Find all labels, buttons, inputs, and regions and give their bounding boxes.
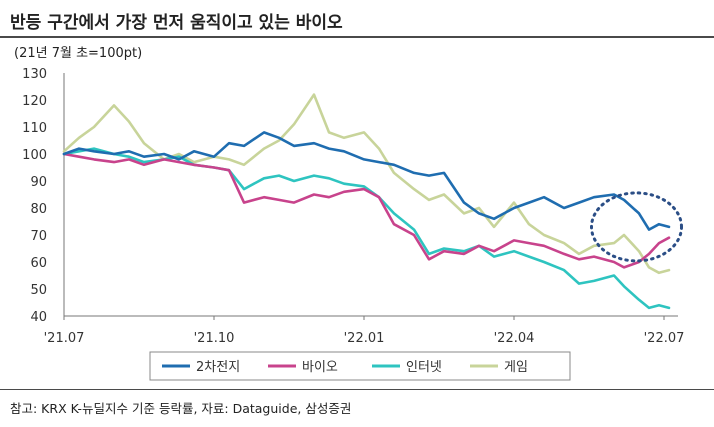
y-tick-label: 120 [22, 94, 47, 109]
series-line-3 [62, 93, 671, 275]
bottom-rule [0, 389, 714, 390]
y-tick-label: 90 [30, 175, 47, 190]
y-tick-label: 50 [30, 283, 47, 298]
highlight-circle [590, 191, 683, 263]
x-tick-label: '22.01 [344, 331, 385, 346]
x-tick-label: '21.10 [194, 331, 235, 346]
x-tick-label: '22.04 [494, 331, 535, 346]
y-tick-label: 110 [22, 121, 47, 136]
legend-label-1: 바이오 [302, 360, 338, 375]
legend-label-0: 2차전지 [196, 360, 240, 375]
series-line-1 [62, 152, 671, 269]
y-tick-label: 60 [30, 256, 47, 271]
line-chart: 40 50 60 70 80 90 100 110 120 130 '21.07 '21.10 '22.… [22, 67, 684, 381]
source-note: 참고: KRX K-뉴딜지수 기준 등락률, 자료: Dataguide, 삼성… [10, 401, 352, 416]
x-tick-label: '22.07 [644, 331, 685, 346]
y-tick-label: 130 [22, 67, 47, 82]
series-line-0 [62, 131, 671, 231]
y-tick-label: 40 [30, 310, 47, 325]
chart-annotation [590, 191, 683, 263]
x-tick-label: '21.07 [44, 331, 85, 346]
legend-label-3: 게임 [504, 360, 528, 375]
unit-label: (21년 7월 초=100pt) [14, 46, 143, 61]
chart-series [62, 93, 671, 310]
chart-axes: 40 50 60 70 80 90 100 110 120 130 '21.07 '21.10 '22.… [22, 67, 684, 346]
top-rule [0, 36, 714, 38]
y-tick-label: 80 [30, 202, 47, 217]
series-line-2 [62, 147, 671, 310]
chart-title: 반등 구간에서 가장 먼저 움직이고 있는 바이오 [10, 13, 343, 33]
legend-label-2: 인터넷 [406, 360, 442, 375]
y-tick-label: 100 [22, 148, 47, 163]
y-tick-label: 70 [30, 229, 47, 244]
legend-box [149, 351, 571, 381]
chart-legend: 2차전지 바이오 인터넷 게임 [149, 351, 571, 381]
